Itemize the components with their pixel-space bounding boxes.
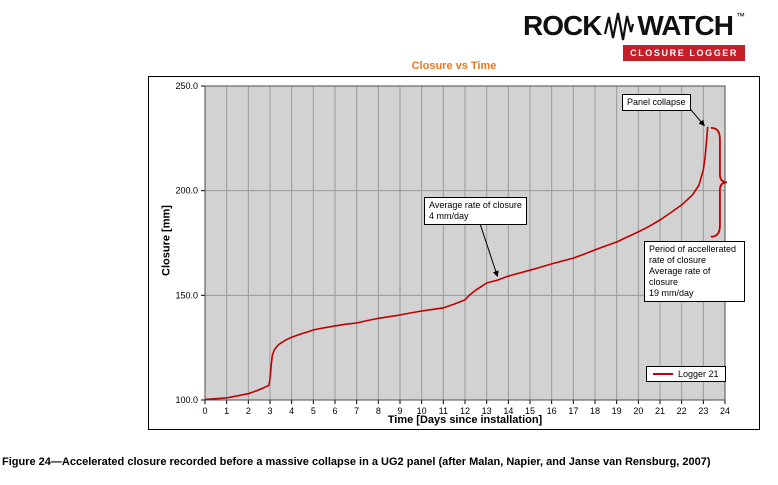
- svg-text:15: 15: [525, 406, 535, 416]
- svg-text:250.0: 250.0: [175, 81, 198, 91]
- y-axis-title: Closure [mm]: [160, 205, 173, 276]
- svg-text:8: 8: [376, 406, 381, 416]
- chart-canvas: 0 1 2 3 4 5 6 7 8 9 10 11 12 13 14 15 16 17 18 19 20 21 22 23 24…: [175, 81, 730, 416]
- svg-text:2: 2: [246, 406, 251, 416]
- chart-title: Closure vs Time: [411, 60, 497, 72]
- svg-text:3: 3: [267, 406, 272, 416]
- svg-text:13: 13: [482, 406, 492, 416]
- chart-legend: Logger 21: [646, 366, 726, 382]
- svg-text:18: 18: [590, 406, 600, 416]
- svg-text:9: 9: [397, 406, 402, 416]
- svg-text:14: 14: [503, 406, 513, 416]
- x-axis-title: Time [Days since installation]: [387, 414, 543, 426]
- svg-text:11: 11: [439, 406, 448, 416]
- rockwatch-wordmark: ROCK WATCH ™: [523, 10, 745, 42]
- annotation-average-rate: Average rate of closure 4 mm/day: [424, 197, 527, 225]
- svg-text:23: 23: [698, 406, 708, 416]
- svg-text:4: 4: [289, 406, 294, 416]
- svg-text:20: 20: [633, 406, 643, 416]
- logo-word-watch: WATCH: [637, 10, 734, 41]
- svg-text:5: 5: [311, 406, 316, 416]
- svg-text:6: 6: [332, 406, 337, 416]
- svg-text:150.0: 150.0: [175, 290, 198, 300]
- figure-caption: Figure 24—Accelerated closure recorded b…: [2, 456, 711, 468]
- svg-text:100.0: 100.0: [175, 395, 198, 405]
- rockwatch-logo: ROCK WATCH ™ CLOSURE LOGGER: [523, 10, 745, 61]
- trademark-symbol: ™: [736, 11, 745, 21]
- svg-text:7: 7: [354, 406, 359, 416]
- svg-text:21: 21: [655, 406, 665, 416]
- annotation-panel-collapse: Panel collapse: [622, 94, 691, 111]
- annotation-accelerated-period: Period of accellerated rate of closure A…: [644, 241, 745, 302]
- svg-text:24: 24: [720, 406, 730, 416]
- logo-tagline: CLOSURE LOGGER: [623, 45, 745, 61]
- svg-text:22: 22: [677, 406, 687, 416]
- svg-text:17: 17: [568, 406, 578, 416]
- svg-text:1: 1: [224, 406, 229, 416]
- svg-text:16: 16: [547, 406, 557, 416]
- svg-text:10: 10: [417, 406, 427, 416]
- svg-text:200.0: 200.0: [175, 186, 198, 196]
- logo-word-rock: ROCK: [522, 10, 602, 41]
- legend-label: Logger 21: [678, 369, 719, 379]
- svg-text:12: 12: [460, 406, 470, 416]
- seismic-zigzag-icon: [604, 10, 635, 42]
- svg-text:19: 19: [612, 406, 622, 416]
- legend-line-sample: [653, 373, 673, 375]
- svg-text:0: 0: [202, 406, 207, 416]
